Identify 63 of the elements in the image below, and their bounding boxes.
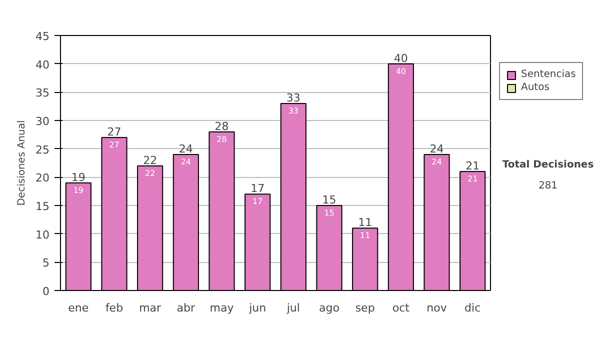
data-label: 24 xyxy=(432,158,442,166)
bar xyxy=(101,137,128,290)
total-label: 22 xyxy=(143,154,158,167)
text: Total Decisiones xyxy=(502,160,594,171)
x-tick-label: sep xyxy=(355,302,375,314)
data-label: 11 xyxy=(360,231,370,240)
total-label: 21 xyxy=(466,160,480,172)
bar xyxy=(244,194,271,290)
x-tick-label: oct xyxy=(392,302,410,314)
bar xyxy=(280,103,306,290)
text: 281 xyxy=(538,180,558,192)
bar xyxy=(172,154,199,290)
x-tick-label: mar xyxy=(139,302,162,314)
total-label: 24 xyxy=(178,142,193,156)
legend-label: Autos xyxy=(521,82,550,93)
x-tick-label: feb xyxy=(105,302,124,314)
bar xyxy=(65,182,92,290)
y-tick-label: 10 xyxy=(36,228,50,242)
total-label: 17 xyxy=(250,182,265,196)
data-label: 21 xyxy=(467,174,478,184)
y-axis-title: Decisiones Anual xyxy=(16,120,28,206)
total-label: 24 xyxy=(430,142,444,156)
x-tick-label: may xyxy=(210,302,234,314)
total-label: 11 xyxy=(358,216,372,230)
bar xyxy=(424,154,450,290)
x-tick-label: abr xyxy=(176,302,196,314)
x-tick-label: jul xyxy=(286,302,300,314)
bar xyxy=(316,205,342,290)
y-tick-label: 20 xyxy=(36,172,50,185)
x-tick-label: nov xyxy=(426,302,448,314)
total-label: 19 xyxy=(71,170,86,184)
total-label: 28 xyxy=(214,120,229,133)
bar xyxy=(460,171,486,290)
y-tick-label: 30 xyxy=(36,115,50,128)
bar xyxy=(352,228,378,290)
data-label: 24 xyxy=(180,158,192,166)
y-tick-label: 5 xyxy=(42,256,50,270)
data-label: 33 xyxy=(288,106,299,116)
x-tick-label: jun xyxy=(248,302,266,314)
y-tick-label: 45 xyxy=(36,30,50,43)
y-tick-label: 0 xyxy=(42,285,50,298)
total-label: 33 xyxy=(286,92,300,104)
data-label: 27 xyxy=(109,140,120,150)
y-tick-label: 15 xyxy=(36,200,50,213)
data-label: 28 xyxy=(216,134,227,144)
total-label: 40 xyxy=(394,52,408,65)
data-label: 19 xyxy=(73,186,84,195)
data-label: 15 xyxy=(324,208,334,218)
bar xyxy=(137,165,164,290)
data-label: 40 xyxy=(396,66,406,76)
y-tick-label: 40 xyxy=(36,58,50,72)
x-tick-label: ene xyxy=(68,302,89,314)
y-tick-label: 35 xyxy=(36,86,50,100)
bar xyxy=(388,63,414,290)
x-tick-label: dic xyxy=(464,302,481,314)
total-label: 27 xyxy=(107,126,122,138)
data-label: 17 xyxy=(252,197,263,206)
y-tick-label: 25 xyxy=(36,143,50,156)
total-label: 15 xyxy=(322,194,336,206)
x-tick-label: ago xyxy=(319,302,340,314)
bar xyxy=(208,131,235,290)
legend-label: Sentencias xyxy=(521,69,576,80)
data-label: 22 xyxy=(144,168,156,178)
